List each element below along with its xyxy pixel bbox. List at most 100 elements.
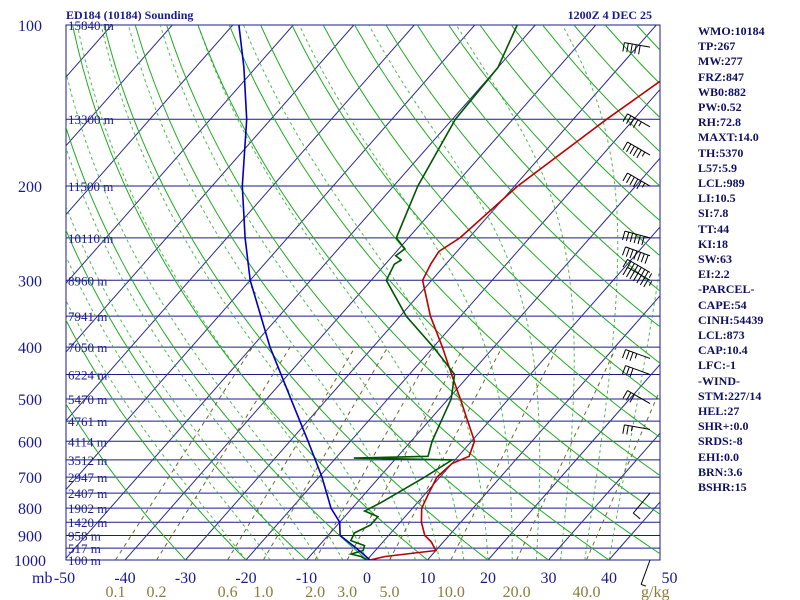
height-label: 7050 m xyxy=(68,340,107,355)
barb-flag xyxy=(632,512,641,520)
isotherm xyxy=(124,25,597,560)
mixing-ratio-line xyxy=(586,388,660,560)
height-label: 13300 m xyxy=(68,112,114,127)
barb-flag xyxy=(629,117,635,126)
moist-adiabat xyxy=(66,70,344,560)
sounding-index-item: WB0:882 xyxy=(698,84,746,99)
barb-flag xyxy=(622,365,627,375)
dry-adiabat xyxy=(354,25,660,364)
mixing-ratio-line xyxy=(227,346,356,560)
pressure-unit-label: mb xyxy=(32,570,52,587)
barb-flag xyxy=(629,233,634,243)
height-label: 2947 m xyxy=(68,470,107,485)
sounding-index-item: PW:0.52 xyxy=(698,100,742,115)
dry-adiabat xyxy=(66,403,186,560)
sounding-index-item: WMO:10184 xyxy=(698,24,765,38)
wind-barb xyxy=(622,230,651,246)
mixing-ratio-line xyxy=(314,346,436,560)
height-label: 10110 m xyxy=(68,231,113,246)
barb-flag xyxy=(633,250,638,260)
moist-adiabat xyxy=(100,25,392,560)
mixing-ratio-tick-label: 20.0 xyxy=(503,584,531,600)
sounding-index-item: EI:2.2 xyxy=(698,267,730,282)
sounding-index-item: TH:5370 xyxy=(698,145,744,160)
barb-half-flag xyxy=(648,281,653,286)
mixing-ratio-line xyxy=(346,346,465,560)
pressure-tick-label: 400 xyxy=(18,340,42,357)
sounding-lines xyxy=(238,25,660,560)
isotherm xyxy=(66,25,294,285)
sounding-index-item: -WIND- xyxy=(698,373,740,388)
barb-flag xyxy=(625,232,630,242)
barb-flag xyxy=(629,249,634,259)
temperature-tick-label: 50 xyxy=(662,570,678,587)
moist-adiabat xyxy=(66,205,295,560)
wind-barb xyxy=(622,266,653,288)
dry-adiabat xyxy=(197,25,660,555)
sounding-index-item: LI:10.5 xyxy=(698,191,736,206)
barb-half-flag xyxy=(640,583,646,587)
pressure-tick-label: 1000 xyxy=(14,553,46,570)
mixing-ratio-tick-label: 3.0 xyxy=(337,584,357,600)
temperature-tick-label: -20 xyxy=(235,570,256,587)
moist-adiabat xyxy=(298,25,513,560)
barb-flag xyxy=(625,366,630,376)
barb-staff xyxy=(625,246,651,257)
barb-flag xyxy=(632,119,639,128)
barb-flag xyxy=(626,143,632,153)
pressure-tick-label: 900 xyxy=(18,529,42,546)
temperature-line xyxy=(369,80,660,560)
barb-flag xyxy=(644,254,649,264)
height-label: 4114 m xyxy=(68,434,107,449)
dry-adiabat xyxy=(166,25,610,560)
height-label: 7941 m xyxy=(68,309,107,324)
sounding-index-item: LCL:989 xyxy=(698,176,745,191)
barb-flag xyxy=(622,42,625,52)
sounding-index-item: MW:277 xyxy=(698,54,743,69)
isotherm xyxy=(66,25,415,422)
height-label: 4761 m xyxy=(68,414,107,429)
barb-flag xyxy=(629,176,635,186)
barb-staff xyxy=(632,492,651,514)
sounding-index-item: CAPE:54 xyxy=(698,297,747,312)
barb-flag xyxy=(626,115,632,124)
wind-barb xyxy=(622,424,651,435)
isotherm xyxy=(487,363,660,560)
mixing-ratio-line xyxy=(156,346,291,560)
moist-adiabat xyxy=(608,262,660,560)
isotherm xyxy=(427,295,660,560)
barb-flag xyxy=(622,141,628,151)
mixing-ratio-line xyxy=(516,346,617,560)
sounding-index-item: SHR+:0.0 xyxy=(698,419,749,434)
mixing-ratio-tick-label: 2.0 xyxy=(305,584,325,600)
mixing-ratio-line xyxy=(262,346,389,560)
dry-adiabat xyxy=(66,228,307,560)
barb-flag xyxy=(626,392,632,401)
height-label: 517 m xyxy=(68,541,101,556)
isotherm xyxy=(548,432,660,560)
sounding-index-item: RH:72.8 xyxy=(698,115,741,130)
moist-adiabat xyxy=(66,255,271,560)
barb-half-flag xyxy=(630,426,633,432)
barb-flag xyxy=(629,352,634,361)
barb-flag xyxy=(636,149,642,159)
temperature-tick-label: 30 xyxy=(541,570,557,587)
barb-flag xyxy=(637,252,642,261)
barb-flag xyxy=(633,234,637,244)
barb-flag xyxy=(629,368,634,377)
wind-barb xyxy=(622,349,651,361)
sounding-index-item: EHI:0.0 xyxy=(698,449,740,464)
temperature-tick-label: 40 xyxy=(601,570,617,587)
moist-adiabat xyxy=(368,25,541,560)
barb-flag xyxy=(622,246,627,256)
moist-adiabat xyxy=(561,25,619,560)
isotherm xyxy=(66,25,355,353)
barb-flag xyxy=(625,350,630,360)
height-label: 11500 m xyxy=(68,179,113,194)
barb-staff xyxy=(624,42,651,48)
sounding-index-item: SW:63 xyxy=(698,252,733,267)
sounding-index-item: FRZ:847 xyxy=(698,69,744,84)
mixing-ratio-tick-label: 0.2 xyxy=(147,584,167,600)
